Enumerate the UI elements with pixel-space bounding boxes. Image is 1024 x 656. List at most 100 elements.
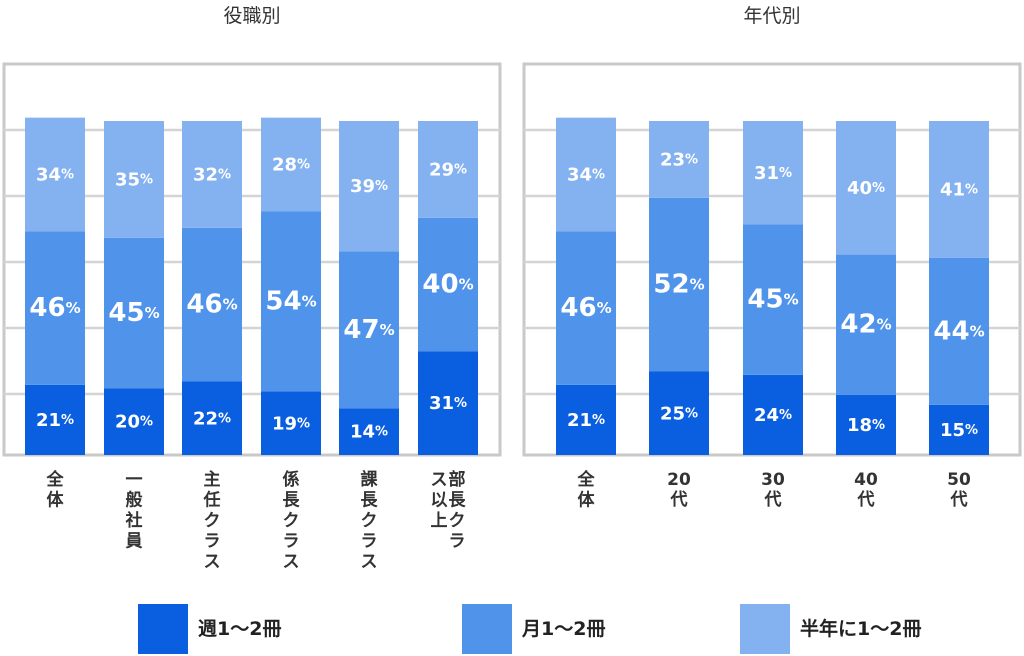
svg-text:課: 課 (361, 469, 379, 490)
svg-text:20: 20 (667, 470, 691, 490)
bar-stack-age-1: 25% 52% 23% (649, 121, 709, 455)
data-label-monthly-position-2: 46% (186, 290, 237, 320)
bar-monthly-age-0 (556, 231, 616, 385)
bar-half_year-age-0 (556, 117, 616, 232)
svg-text:40: 40 (854, 470, 878, 490)
bar-monthly-age-3 (836, 254, 896, 395)
data-label-half_year-age-3: 40% (847, 177, 885, 198)
bar-stack-age-3: 18% 42% 40% (836, 121, 896, 455)
bar-half_year-age-4 (929, 121, 989, 258)
bar-stack-position-3: 19% 54% 28% (261, 117, 321, 455)
data-label-monthly-age-2: 45% (747, 285, 798, 315)
svg-text:一: 一 (126, 470, 143, 490)
legend-swatch-weekly (138, 604, 188, 654)
bar-monthly-position-2 (182, 227, 242, 382)
bar-stack-position-5: 31% 40% 29% (418, 121, 478, 455)
stacked-bar-chart-age: 21%46%34%全体25%52%23%20代24%45%31%30代18%42… (522, 62, 1022, 511)
svg-text:任: 任 (203, 490, 221, 511)
bar-monthly-age-2 (743, 224, 803, 375)
data-label-monthly-age-1: 52% (653, 270, 704, 300)
category-label-age-3: 40代 (854, 470, 878, 510)
category-label-position-0: 全体 (46, 469, 65, 511)
bar-weekly-position-5 (418, 351, 478, 455)
bar-weekly-age-2 (743, 374, 803, 455)
data-label-half_year-position-3: 28% (272, 154, 310, 175)
svg-text:ス: ス (431, 470, 448, 490)
category-label-age-4: 50代 (947, 470, 971, 510)
svg-text:体: 体 (47, 490, 65, 511)
data-label-half_year-position-2: 32% (193, 164, 231, 185)
bar-half_year-position-0 (25, 117, 85, 232)
bar-weekly-age-1 (649, 371, 709, 455)
svg-text:ラ: ラ (361, 532, 378, 552)
bar-half_year-age-1 (649, 121, 709, 198)
category-label-age-1: 20代 (667, 470, 691, 510)
data-label-monthly-position-3: 54% (265, 286, 316, 316)
bar-half_year-position-5 (418, 121, 478, 218)
bar-monthly-position-4 (339, 251, 399, 409)
svg-text:体: 体 (578, 490, 596, 511)
svg-text:全: 全 (46, 469, 65, 490)
data-label-weekly-position-2: 22% (193, 408, 231, 429)
bar-monthly-position-1 (104, 237, 164, 389)
svg-text:係: 係 (283, 469, 300, 490)
svg-text:30: 30 (761, 470, 785, 490)
svg-text:般: 般 (126, 490, 143, 511)
svg-text:上: 上 (431, 511, 448, 531)
svg-text:ラ: ラ (283, 532, 300, 552)
bar-stack-age-4: 15% 44% 41% (929, 121, 989, 455)
svg-text:代: 代 (670, 489, 688, 510)
data-label-weekly-age-3: 18% (847, 414, 885, 435)
data-label-half_year-position-5: 29% (429, 159, 467, 180)
bar-weekly-age-0 (556, 384, 616, 455)
svg-text:代: 代 (764, 489, 782, 510)
data-label-weekly-position-3: 19% (272, 413, 310, 434)
svg-text:長: 長 (361, 491, 379, 511)
svg-text:ス: ス (283, 552, 300, 572)
svg-text:ラ: ラ (204, 532, 221, 552)
svg-text:社: 社 (125, 510, 143, 531)
bar-half_year-position-2 (182, 121, 242, 228)
data-label-monthly-age-3: 42% (840, 310, 891, 340)
chart-title-age: 年代別 (743, 5, 801, 27)
bar-stack-position-4: 14% 47% 39% (339, 121, 399, 455)
data-label-weekly-position-1: 20% (115, 411, 153, 432)
svg-text:ラ: ラ (449, 532, 466, 552)
svg-text:以: 以 (431, 491, 448, 511)
svg-text:ク: ク (361, 511, 378, 531)
data-label-half_year-position-4: 39% (350, 176, 388, 197)
svg-text:部: 部 (449, 469, 466, 490)
data-label-weekly-position-4: 14% (350, 421, 388, 442)
svg-text:全: 全 (577, 469, 596, 490)
legend-label-half-year: 半年に1〜2冊 (800, 618, 922, 640)
bar-half_year-age-3 (836, 121, 896, 255)
category-label-age-2: 30代 (761, 470, 785, 510)
data-label-weekly-age-4: 15% (940, 419, 978, 440)
bar-stack-age-2: 24% 45% 31% (743, 121, 803, 455)
data-label-monthly-position-0: 46% (29, 293, 80, 323)
bar-stack-position-0: 21% 46% 34% (25, 117, 85, 455)
data-label-weekly-age-2: 24% (754, 404, 792, 425)
bar-half_year-position-3 (261, 117, 321, 212)
svg-text:ク: ク (283, 511, 300, 531)
stacked-bar-chart-position: 21%46%34%全体20%45%35%一般社員22%46%32%主任クラス19… (2, 62, 502, 572)
bar-monthly-position-0 (25, 231, 85, 385)
bar-weekly-position-2 (182, 381, 242, 455)
bar-monthly-age-4 (929, 257, 989, 405)
legend-label-weekly: 週1〜2冊 (198, 618, 282, 640)
legend-swatch-half-year (740, 604, 790, 654)
bar-weekly-age-4 (929, 404, 989, 455)
data-label-weekly-age-1: 25% (660, 403, 698, 424)
data-label-monthly-age-0: 46% (560, 293, 611, 323)
data-label-half_year-position-0: 34% (36, 164, 74, 185)
bar-stack-position-1: 20% 45% 35% (104, 121, 164, 455)
data-label-monthly-position-1: 45% (108, 298, 159, 328)
svg-text:50: 50 (947, 470, 971, 490)
bar-weekly-position-0 (25, 384, 85, 455)
data-label-weekly-age-0: 21% (567, 409, 605, 430)
bar-stack-age-0: 21% 46% 34% (556, 117, 616, 455)
data-label-half_year-age-0: 34% (567, 164, 605, 185)
